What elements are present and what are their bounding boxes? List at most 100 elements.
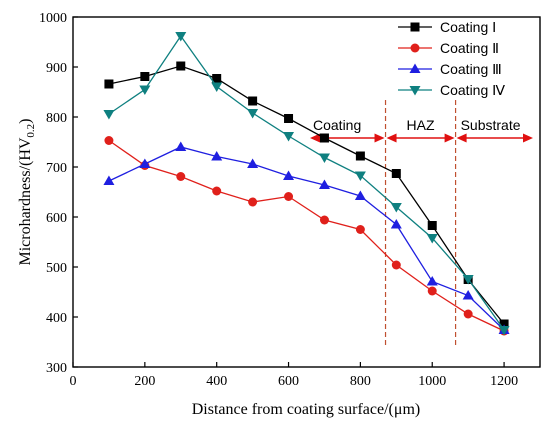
- series-2: [104, 136, 509, 336]
- arrow-coating-region-head-left: [310, 133, 320, 143]
- series-4-point-600: [283, 132, 295, 142]
- series-2-line: [108, 139, 505, 332]
- y-axis-title-main: Microhardness/(HV: [17, 137, 34, 265]
- arrow-substrate-region-head-left: [456, 133, 467, 143]
- series-4-point-500: [247, 109, 259, 119]
- series-1-point-600: [284, 114, 294, 123]
- series-1-point-1200: [499, 319, 509, 329]
- series-4-point-100: [103, 110, 115, 120]
- x-tick-label-400: 400: [206, 374, 227, 389]
- y-axis-title: Microhardness/(HV0.2): [17, 118, 37, 265]
- series-3-point-800: [354, 190, 366, 200]
- y-tick-label-700: 700: [46, 161, 67, 176]
- series-4: [103, 32, 510, 336]
- series-3-point-500: [247, 158, 259, 168]
- legend-marker-1: [410, 22, 420, 32]
- series-4-point-1000: [426, 234, 438, 244]
- x-axis: 0 200 400 600 800 1000 1200: [70, 362, 518, 389]
- legend-label-3: Coating Ⅲ: [440, 61, 502, 77]
- series-3-point-300: [175, 141, 187, 151]
- series-4-point-1200: [498, 326, 510, 336]
- legend-entry-3: Coating Ⅲ: [398, 61, 502, 77]
- arrow-coating-region-head-right: [374, 133, 385, 143]
- y-tick-label-600: 600: [46, 211, 67, 226]
- series-2-point-900: [391, 260, 401, 270]
- series-1-point-700: [319, 133, 329, 143]
- series-3-point-400: [211, 151, 223, 161]
- y-tick-label-300: 300: [46, 361, 67, 376]
- arrow-haz-region-head-left: [386, 133, 397, 143]
- series-2-point-600: [284, 192, 294, 201]
- series-4-point-900: [390, 203, 402, 213]
- series-4-point-800: [354, 171, 366, 181]
- legend-label-2: Coating Ⅱ: [440, 40, 499, 56]
- series-group: [103, 32, 510, 336]
- series-3-point-200: [139, 158, 151, 168]
- series-4-point-1100: [462, 275, 474, 285]
- series-1-point-1000: [427, 221, 437, 230]
- series-3-point-100: [103, 175, 115, 185]
- series-2-point-1100: [463, 309, 473, 319]
- legend-entry-4: Coating Ⅳ: [398, 82, 505, 98]
- series-2-point-700: [319, 215, 329, 225]
- arrow-substrate-region: [456, 133, 533, 143]
- y-tick-label-800: 800: [46, 111, 67, 126]
- y-tick-label-500: 500: [46, 261, 67, 276]
- arrow-substrate-region-head-right: [523, 133, 533, 143]
- x-tick-label-800: 800: [350, 374, 371, 389]
- y-axis-title-subscript: 0.2: [25, 124, 37, 138]
- x-tick-label-1000: 1000: [418, 374, 446, 389]
- legend-label-1: Coating Ⅰ: [440, 19, 496, 35]
- series-3-point-1100: [462, 290, 474, 300]
- region-label-haz: HAZ: [407, 117, 435, 133]
- x-axis-title: Distance from coating surface/(μm): [192, 401, 420, 418]
- series-3-line: [108, 146, 505, 331]
- series-2-point-800: [355, 225, 365, 234]
- series-2-point-100: [104, 136, 114, 145]
- series-4-point-300: [175, 32, 187, 42]
- series-4-point-400: [211, 82, 223, 92]
- series-1-point-200: [140, 72, 150, 81]
- region-boundaries: [384, 100, 457, 346]
- region-label-coating: Coating: [313, 117, 361, 133]
- legend: Coating Ⅰ Coating Ⅱ Coating Ⅲ Coating Ⅳ: [398, 19, 505, 98]
- legend-marker-4: [409, 86, 421, 96]
- plot-area-border: [72, 16, 541, 368]
- legend-entry-2: Coating Ⅱ: [398, 40, 499, 56]
- series-1-point-800: [355, 151, 365, 161]
- series-1: [104, 61, 509, 329]
- x-tick-label-200: 200: [134, 374, 155, 389]
- legend-marker-2: [410, 43, 420, 53]
- series-2-point-300: [176, 172, 186, 181]
- series-1-point-900: [391, 169, 401, 178]
- series-1-point-100: [104, 79, 114, 89]
- y-axis: 300 400 500 600 700 800 900 1000: [39, 11, 78, 376]
- series-4-line: [108, 34, 505, 331]
- series-1-point-500: [248, 96, 258, 106]
- series-3-point-900: [390, 219, 402, 229]
- series-1-point-400: [212, 74, 222, 83]
- legend-label-4: Coating Ⅳ: [440, 82, 505, 98]
- series-4-point-200: [139, 85, 151, 95]
- x-tick-label-0: 0: [70, 374, 77, 389]
- x-tick-label-600: 600: [278, 374, 299, 389]
- series-3-point-700: [318, 179, 330, 189]
- series-2-point-1000: [427, 286, 437, 296]
- legend-marker-3: [409, 63, 421, 73]
- region-arrows: [310, 133, 533, 143]
- y-tick-label-900: 900: [46, 61, 67, 76]
- region-labels: Coating HAZ Substrate: [313, 117, 521, 133]
- y-tick-label-400: 400: [46, 311, 67, 326]
- series-4-point-700: [318, 153, 330, 163]
- plot-frame: [72, 16, 541, 368]
- series-2-point-400: [212, 186, 222, 196]
- x-tick-label-1200: 1200: [490, 374, 518, 389]
- y-axis-title-close: ): [17, 118, 34, 123]
- series-3-point-1000: [426, 276, 438, 286]
- series-1-point-300: [176, 61, 186, 71]
- y-tick-label-1000: 1000: [39, 11, 67, 26]
- region-label-substrate: Substrate: [461, 117, 521, 133]
- arrow-haz-region-head-right: [444, 133, 455, 143]
- series-2-point-500: [248, 197, 258, 207]
